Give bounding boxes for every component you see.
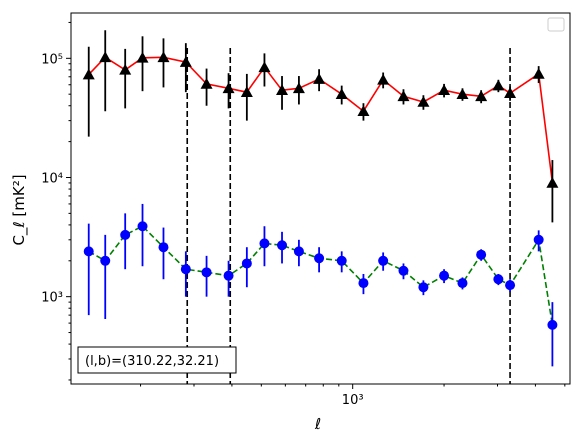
data-point-triangle bbox=[456, 88, 469, 99]
data-point-circle bbox=[120, 229, 131, 240]
data-point-triangle bbox=[475, 90, 488, 102]
markers bbox=[82, 51, 559, 330]
data-point-circle bbox=[293, 246, 304, 257]
data-point-circle bbox=[398, 265, 409, 276]
y-axis-title: C_ℓ [mK²] bbox=[10, 174, 29, 245]
data-point-circle bbox=[201, 267, 212, 278]
data-point-triangle bbox=[417, 95, 430, 107]
data-point-triangle bbox=[179, 56, 192, 67]
x-tick-label: 10³ bbox=[342, 393, 364, 408]
data-point-triangle bbox=[546, 176, 559, 188]
data-point-circle bbox=[533, 234, 544, 245]
axis-ticks bbox=[66, 21, 566, 389]
data-point-circle bbox=[158, 242, 169, 253]
data-point-circle bbox=[180, 264, 191, 275]
data-point-triangle bbox=[532, 67, 545, 79]
data-point-triangle bbox=[200, 77, 213, 89]
data-point-circle bbox=[223, 270, 234, 281]
data-point-triangle bbox=[99, 51, 112, 63]
data-point-circle bbox=[547, 319, 558, 330]
data-point-circle bbox=[259, 238, 270, 249]
data-point-circle bbox=[505, 280, 516, 291]
data-point-triangle bbox=[82, 68, 95, 80]
data-point-circle bbox=[378, 255, 389, 266]
vertical-lines bbox=[186, 48, 511, 384]
data-point-circle bbox=[336, 255, 347, 266]
data-point-triangle bbox=[504, 87, 517, 98]
data-point-circle bbox=[100, 255, 111, 266]
data-point-circle bbox=[358, 278, 369, 289]
data-point-circle bbox=[277, 240, 288, 251]
data-point-circle bbox=[418, 282, 429, 293]
data-point-circle bbox=[83, 246, 94, 257]
data-point-circle bbox=[493, 274, 504, 285]
data-point-triangle bbox=[240, 86, 253, 97]
annotation-box bbox=[77, 346, 237, 374]
data-point-triangle bbox=[357, 105, 370, 116]
data-point-triangle bbox=[157, 51, 170, 63]
x-axis-title: ℓ bbox=[314, 415, 321, 433]
plot-area bbox=[71, 13, 570, 384]
data-point-triangle bbox=[119, 63, 132, 75]
tick-labels: 10³ 10³ 10⁴ 10⁵ bbox=[41, 52, 363, 408]
data-point-triangle bbox=[313, 73, 326, 84]
data-point-triangle bbox=[292, 82, 305, 94]
data-point-triangle bbox=[377, 73, 390, 85]
data-point-circle bbox=[457, 278, 468, 289]
data-point-circle bbox=[439, 270, 450, 281]
data-point-triangle bbox=[136, 51, 149, 63]
data-point-triangle bbox=[335, 88, 348, 99]
data-point-triangle bbox=[397, 90, 410, 102]
data-point-triangle bbox=[258, 61, 271, 73]
data-point-triangle bbox=[222, 82, 235, 94]
data-point-triangle bbox=[438, 84, 451, 96]
data-point-circle bbox=[476, 249, 487, 260]
data-point-circle bbox=[314, 253, 325, 264]
annotation-text: (l,b)=(310.22,32.21) bbox=[85, 354, 219, 369]
y-tick-label: 10⁴ bbox=[41, 171, 63, 186]
data-point-triangle bbox=[276, 84, 289, 96]
y-tick-label: 10⁵ bbox=[41, 52, 63, 67]
data-point-triangle bbox=[492, 79, 505, 91]
data-point-circle bbox=[137, 221, 148, 232]
y-tick-label: 10³ bbox=[41, 291, 63, 306]
legend-box bbox=[547, 17, 565, 32]
data-point-circle bbox=[241, 258, 252, 269]
plot-frame bbox=[70, 12, 571, 385]
